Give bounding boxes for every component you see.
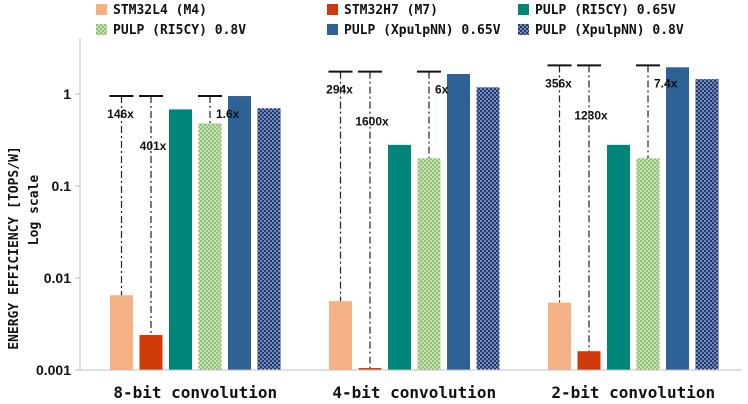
annotation-label: 294x xyxy=(326,83,353,97)
y-axis: 0.001 0.01 0.1 1 xyxy=(36,38,81,378)
bar-3-8-bit xyxy=(169,109,192,370)
bar-4-4-bit xyxy=(417,158,441,370)
legend-swatch xyxy=(327,4,338,15)
annotation-label: 1600x xyxy=(355,115,389,129)
bar-4-8-bit xyxy=(198,123,222,370)
bar-6-4-bit xyxy=(476,87,500,371)
bar-6-2-bit xyxy=(695,79,719,370)
annotation-label: 401x xyxy=(140,139,167,153)
y-tick-label: 0.001 xyxy=(36,362,71,378)
bar-1-2-bit xyxy=(548,302,571,370)
legend-label: STM32L4 (M4) xyxy=(113,3,207,18)
bars xyxy=(110,67,719,371)
category-label: 8-bit convolution xyxy=(113,383,277,402)
bar-6-8-bit xyxy=(257,108,281,370)
bar-3-4-bit xyxy=(388,144,411,370)
y-tick-label: 1 xyxy=(63,86,71,102)
annotation-label: 6x xyxy=(435,83,449,97)
legend: STM32L4 (M4) STM32H7 (M7) PULP (RI5CY) 0.6… xyxy=(96,3,684,38)
annotation-label: 1.6x xyxy=(216,107,240,121)
legend-swatch xyxy=(96,24,107,35)
legend-label: STM32H7 (M7) xyxy=(344,3,438,18)
bar-3-2-bit xyxy=(607,144,630,370)
category-label: 4-bit convolution xyxy=(332,383,496,402)
legend-label: PULP (XpulpNN) 0.65V xyxy=(344,23,501,38)
annotation-label: 7.4x xyxy=(654,76,678,90)
bar-5-4-bit xyxy=(447,73,470,370)
annotation-label: 1230x xyxy=(574,108,608,122)
legend-swatch xyxy=(518,4,529,15)
y-tick-label: 0.01 xyxy=(44,270,71,286)
y-axis-label: ENERGY EFFICIENCY [TOPS/W] xyxy=(7,146,22,350)
annotation-label: 146x xyxy=(107,107,134,121)
bar-2-8-bit xyxy=(139,335,163,370)
bar-5-2-bit xyxy=(666,67,689,370)
legend-swatch xyxy=(518,24,529,35)
legend-label: PULP (XpulpNN) 0.8V xyxy=(535,23,684,38)
annotations: 146x 401x 1.6x 294x 1600x 6x 356x 1230x 7.4x xyxy=(107,64,678,369)
legend-swatch xyxy=(96,4,107,15)
legend-swatch xyxy=(327,24,338,35)
bar-2-2-bit xyxy=(577,351,601,370)
bar-5-8-bit xyxy=(228,96,251,370)
bar-1-8-bit xyxy=(110,295,133,370)
bar-4-2-bit xyxy=(636,158,660,370)
y-axis-title: ENERGY EFFICIENCY [TOPS/W] Log scale xyxy=(7,146,42,350)
y-axis-sublabel: Log scale xyxy=(27,175,42,246)
bar-1-4-bit xyxy=(329,301,352,370)
legend-label: PULP (RI5CY) 0.65V xyxy=(535,3,676,18)
legend-label: PULP (RI5CY) 0.8V xyxy=(113,23,246,38)
x-axis: 8-bit convolution 4-bit convolution 2-bit … xyxy=(80,369,742,402)
annotation-label: 356x xyxy=(545,76,572,90)
bar-2-4-bit xyxy=(358,368,382,370)
category-label: 2-bit convolution xyxy=(551,383,715,402)
y-tick-label: 0.1 xyxy=(52,178,72,194)
